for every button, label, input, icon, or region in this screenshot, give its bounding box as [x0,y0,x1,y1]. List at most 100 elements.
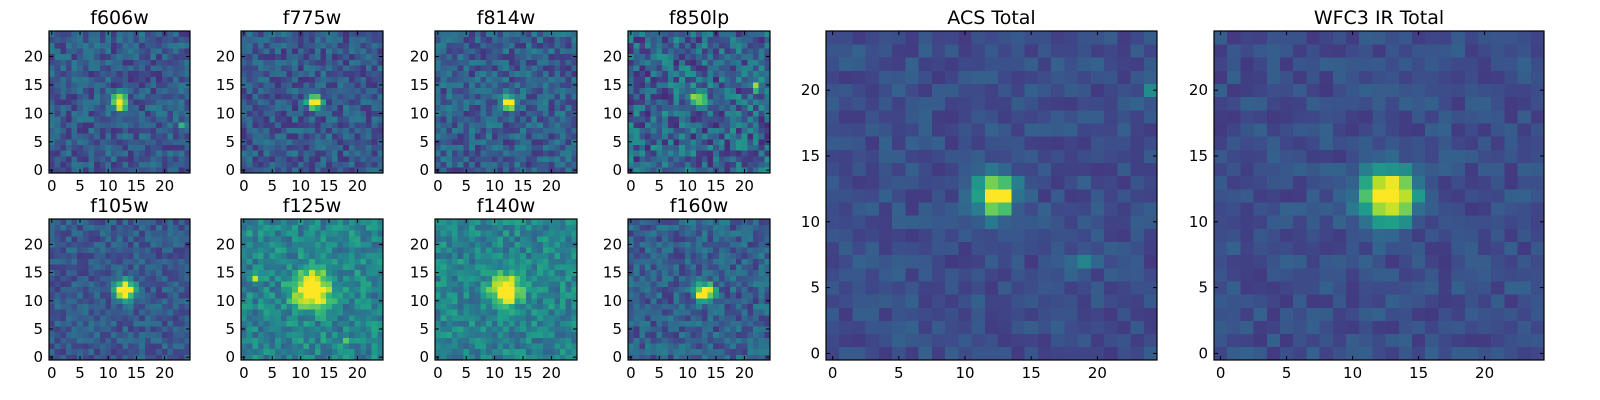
heatmap-cell [565,42,572,49]
heatmap-cell [133,258,140,265]
heatmap-cell [133,314,140,321]
heatmap-cell [88,235,95,242]
heatmap-cell [365,93,373,100]
heatmap-cell [480,87,487,94]
heatmap-cell [752,150,760,157]
heatmap-cell [139,48,146,55]
heatmap-cell [662,309,669,316]
heatmap-cell [297,138,304,145]
heatmap-cell [633,331,640,338]
heatmap-cell [348,297,355,304]
heatmap-cell [156,116,163,123]
heatmap-cell [337,348,344,355]
heatmap-cell [116,144,123,151]
heatmap-cell [82,331,89,338]
heatmap-cell [486,264,493,271]
heatmap-cell [127,337,134,344]
heatmap-cell [303,235,310,242]
heatmap-cell [150,82,157,89]
heatmap-cell [565,314,572,321]
heatmap-cell [116,230,123,237]
heatmap-cell [440,264,447,271]
heatmap-cell [99,292,106,299]
heatmap-cell [263,247,270,254]
heatmap-cell [343,230,350,237]
heatmap-cell [474,354,481,361]
heatmap-cell [508,320,515,327]
heatmap-cell [320,230,327,237]
heatmap-cell [480,224,487,231]
heatmap-cell [303,48,310,55]
heatmap-cell [514,144,521,151]
heatmap-cell [724,127,731,134]
heatmap-cell [730,76,737,83]
heatmap-cell [337,314,344,321]
heatmap-cell [286,59,293,66]
heatmap-cell [99,42,106,49]
heatmap-cell [99,343,106,350]
heatmap-cell [286,241,293,248]
heatmap-cell [286,314,293,321]
heatmap-cell [144,303,151,310]
heatmap-cell [173,343,180,350]
heatmap-cell [377,331,384,338]
heatmap-cell [54,275,61,282]
heatmap-cell [150,314,157,321]
axes-frame [48,218,191,361]
heatmap-cell [701,42,708,49]
heatmap-cell [520,144,527,151]
heatmap-cell [548,138,555,145]
heatmap-cell [741,42,748,49]
heatmap-cell [326,343,333,350]
heatmap-cell [122,331,129,338]
heatmap-cell [554,48,561,55]
heatmap-cell [435,116,442,123]
heatmap-cell [764,116,771,123]
heatmap-cell [252,82,259,89]
heatmap-cell [371,219,378,226]
heatmap-cell [724,275,731,282]
heatmap-cell [747,343,754,350]
heatmap-cell [548,264,555,271]
heatmap-cell [718,70,725,77]
heatmap-cell [309,59,316,66]
heatmap-cell [690,281,697,288]
heatmap-cell [105,65,112,72]
heatmap-cell [667,348,674,355]
heatmap-cell [360,87,367,94]
heatmap-cell [348,36,355,43]
heatmap-cell [150,76,157,83]
heatmap-cell [463,116,470,123]
heatmap-cell [280,127,287,134]
heatmap-cell [326,235,333,242]
heatmap-cell [452,269,459,276]
heatmap-cell [514,104,521,111]
heatmap-cell [491,116,498,123]
heatmap-cell [469,320,476,327]
heatmap-cell [497,275,504,282]
heatmap-cell [173,87,180,94]
heatmap-cell [724,121,731,128]
heatmap-cell [246,138,253,145]
heatmap-cell [280,155,287,163]
heatmap-cell [54,93,61,100]
heatmap-cell [320,269,327,276]
heatmap-cell [463,247,470,254]
heatmap-cell [156,110,163,117]
heatmap-cell [156,36,163,43]
heatmap-cell [133,116,140,123]
heatmap-cell [735,65,742,72]
heatmap-cell [525,224,532,231]
heatmap-cell [111,292,118,299]
heatmap-cell [752,53,760,60]
heatmap-cell [116,155,123,163]
heatmap-cell [263,155,270,163]
heatmap-cell [354,36,361,43]
heatmap-cell [446,275,453,282]
heatmap-cell [497,269,504,276]
heatmap-cell [360,258,367,265]
heatmap-cell [309,320,316,327]
x-tick-label: 5 [654,177,664,195]
heatmap-cell [178,326,185,333]
